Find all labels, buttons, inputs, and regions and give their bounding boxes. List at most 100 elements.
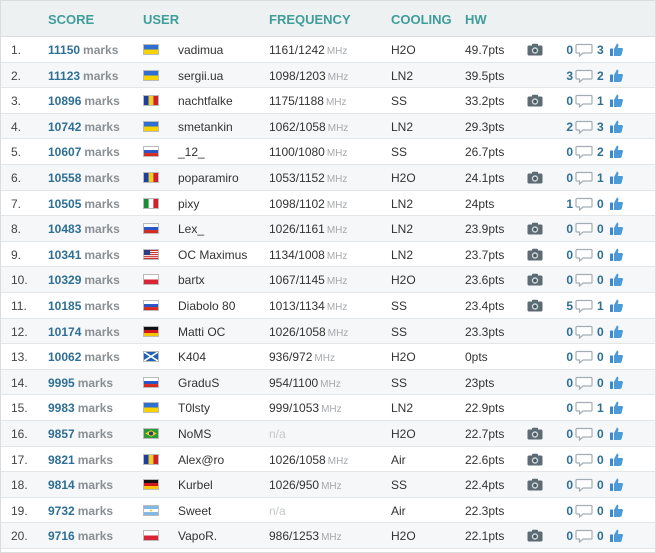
score-link[interactable]: 9983 marks: [48, 401, 113, 415]
score-value[interactable]: 10483: [48, 222, 82, 237]
score-value[interactable]: 9821: [48, 452, 75, 467]
like-count[interactable]: 0: [597, 196, 604, 211]
comment-icon[interactable]: [575, 94, 593, 109]
user-link[interactable]: Alex@ro: [178, 452, 225, 467]
thumbs-up-icon[interactable]: [609, 375, 624, 390]
comment-count[interactable]: 0: [566, 94, 573, 109]
score-link[interactable]: 11123 marks: [48, 69, 118, 83]
camera-icon[interactable]: [527, 299, 543, 312]
like-count[interactable]: 0: [597, 426, 604, 441]
table-row[interactable]: 6. 10558 marks poparamiro 1053/1152 MHz H2O 24.…: [1, 164, 655, 191]
table-row[interactable]: 13. 10062 marks K404 936/972 MHz H2O 0pts 0 0: [1, 344, 655, 370]
like-count[interactable]: 1: [597, 401, 604, 416]
camera-icon[interactable]: [527, 478, 543, 491]
comment-icon[interactable]: [575, 401, 593, 416]
like-count[interactable]: 0: [597, 478, 604, 493]
score-value[interactable]: 10341: [48, 247, 82, 262]
score-value[interactable]: 10742: [48, 119, 82, 134]
thumbs-up-icon[interactable]: [609, 452, 624, 467]
camera-icon[interactable]: [527, 427, 543, 440]
score-value[interactable]: 9857: [48, 426, 75, 441]
user-link[interactable]: vadimua: [178, 43, 224, 57]
comment-count[interactable]: 0: [566, 273, 573, 288]
like-count[interactable]: 0: [597, 222, 604, 237]
user-link[interactable]: poparamiro: [178, 170, 239, 185]
comment-icon[interactable]: [575, 453, 593, 467]
score-link[interactable]: 9716 marks: [48, 529, 113, 543]
table-row[interactable]: 10. 10329 marks bartx 1067/1145 MHz H2O 23.6pts…: [1, 267, 655, 293]
thumbs-up-icon[interactable]: [609, 42, 624, 57]
table-row[interactable]: 17. 9821 marks Alex@ro 1026/1058 MHz Air 22.6pt…: [1, 447, 655, 473]
table-row[interactable]: 11. 10185 marks Diabolo 80 1013/1134 MHz SS 23.…: [1, 293, 655, 319]
score-link[interactable]: 10174 marks: [48, 325, 120, 339]
like-count[interactable]: 0: [597, 247, 604, 262]
camera-icon[interactable]: [527, 94, 543, 107]
table-row[interactable]: 9. 10341 marks OC Maximus 1134/1008 MHz LN2 23.…: [1, 242, 655, 268]
comment-icon[interactable]: [575, 145, 593, 160]
comment-count[interactable]: 5: [566, 298, 573, 313]
score-value[interactable]: 10505: [48, 196, 82, 211]
table-row[interactable]: 15. 9983 marks T0lsty 999/1053 MHz LN2 22.9pts 0…: [1, 395, 655, 421]
score-link[interactable]: 10505 marks: [48, 197, 120, 211]
score-value[interactable]: 11123: [48, 68, 81, 83]
thumbs-up-icon[interactable]: [609, 247, 624, 262]
user-link[interactable]: pixy: [178, 196, 200, 211]
score-link[interactable]: 10341 marks: [48, 248, 120, 262]
score-value[interactable]: 9995: [48, 375, 75, 390]
user-link[interactable]: NoMS: [178, 426, 212, 441]
score-link[interactable]: 9995 marks: [48, 376, 113, 390]
like-count[interactable]: 2: [597, 145, 604, 160]
thumbs-up-icon[interactable]: [609, 170, 624, 185]
header-score[interactable]: SCORE: [48, 12, 95, 27]
like-count[interactable]: 0: [597, 273, 604, 288]
user-link[interactable]: sergii.ua: [178, 68, 224, 83]
camera-icon[interactable]: [527, 222, 543, 235]
thumbs-up-icon[interactable]: [609, 272, 624, 287]
comment-count[interactable]: 0: [566, 529, 573, 544]
header-hw[interactable]: HW: [465, 12, 487, 27]
header-frequency[interactable]: FREQUENCY: [269, 12, 351, 27]
thumbs-up-icon[interactable]: [609, 477, 624, 492]
comment-count[interactable]: 0: [566, 426, 573, 441]
header-user[interactable]: USER: [143, 12, 180, 27]
user-link[interactable]: smetankin: [178, 119, 233, 134]
score-link[interactable]: 10742 marks: [48, 120, 120, 134]
score-value[interactable]: 10896: [48, 94, 82, 109]
camera-icon[interactable]: [527, 273, 543, 286]
thumbs-up-icon[interactable]: [609, 221, 624, 236]
comment-count[interactable]: 0: [566, 324, 573, 339]
score-link[interactable]: 10896 marks: [48, 94, 120, 108]
comment-icon[interactable]: [575, 478, 593, 493]
like-count[interactable]: 0: [597, 452, 604, 467]
comment-count[interactable]: 1: [566, 196, 573, 211]
comment-count[interactable]: 0: [566, 222, 573, 237]
score-value[interactable]: 10607: [48, 145, 82, 160]
like-count[interactable]: 0: [597, 375, 604, 390]
user-link[interactable]: nachtfalke: [178, 94, 233, 109]
score-link[interactable]: 10607 marks: [48, 145, 120, 159]
user-link[interactable]: VapoR.: [178, 529, 218, 544]
user-link[interactable]: Diabolo 80: [178, 298, 236, 313]
thumbs-up-icon[interactable]: [609, 400, 624, 415]
score-value[interactable]: 9983: [48, 401, 75, 416]
comment-count[interactable]: 0: [566, 375, 573, 390]
comment-icon[interactable]: [575, 248, 593, 263]
comment-icon[interactable]: [575, 325, 593, 339]
like-count[interactable]: 1: [597, 94, 604, 109]
score-link[interactable]: 9857 marks: [48, 427, 113, 441]
score-value[interactable]: 10185: [48, 298, 82, 313]
thumbs-up-icon[interactable]: [609, 119, 624, 134]
like-count[interactable]: 3: [597, 43, 604, 57]
comment-count[interactable]: 0: [566, 170, 573, 185]
user-link[interactable]: bartx: [178, 273, 205, 288]
thumbs-up-icon[interactable]: [609, 196, 624, 211]
comment-icon[interactable]: [575, 504, 593, 518]
table-row[interactable]: 2. 11123 marks sergii.ua 1098/1203 MHz LN2 39.5…: [1, 62, 655, 89]
table-row[interactable]: 18. 9814 marks Kurbel 1026/950 MHz SS 22.4pts 0 0: [1, 472, 655, 498]
comment-count[interactable]: 2: [566, 119, 573, 134]
like-count[interactable]: 2: [597, 68, 604, 83]
like-count[interactable]: 3: [597, 119, 604, 134]
like-count[interactable]: 1: [597, 298, 604, 313]
table-row[interactable]: 20. 9716 marks VapoR. 986/1253 MHz H2O 22.1pts 0…: [1, 523, 655, 549]
table-row[interactable]: 7. 10505 marks pixy 1098/1102 MHz LN2 24pts 1 0: [1, 191, 655, 217]
